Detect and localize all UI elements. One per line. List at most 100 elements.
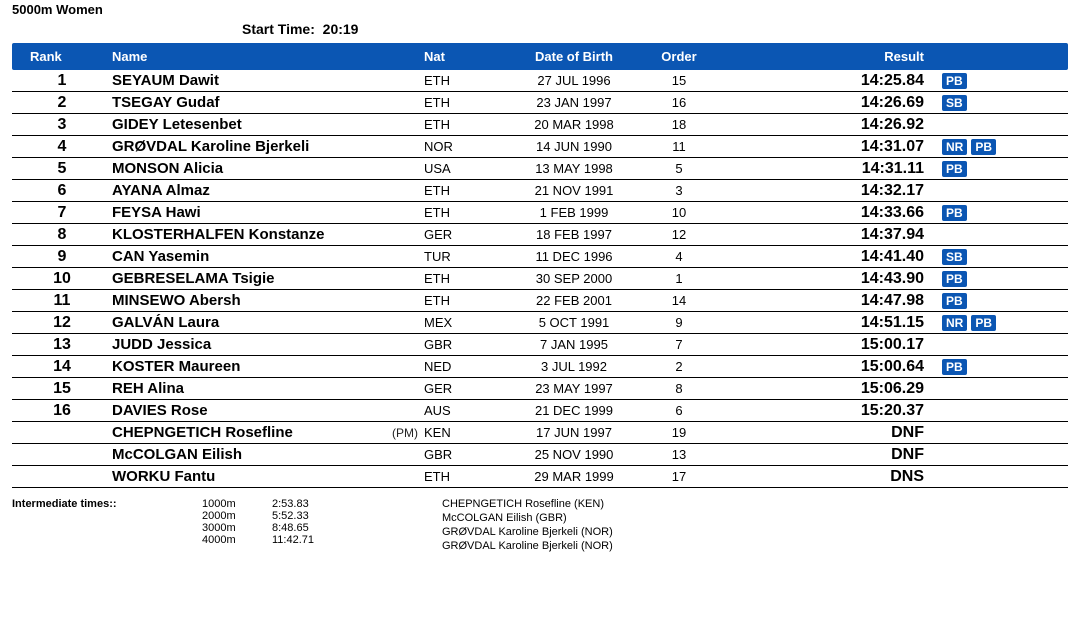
cell-rank: 16	[12, 402, 112, 420]
table-row: 13JUDD JessicaGBR7 JAN 1995715:00.17	[12, 334, 1068, 356]
cell-dob: 30 SEP 2000	[504, 271, 644, 286]
results-body: 1SEYAUM DawitETH27 JUL 19961514:25.84PB 2…	[12, 70, 1068, 488]
cell-name: KLOSTERHALFEN Konstanze	[112, 226, 392, 243]
record-badge: PB	[971, 315, 996, 331]
cell-name: McCOLGAN Eilish	[112, 446, 392, 463]
cell-nat: GER	[424, 227, 504, 242]
cell-dob: 20 MAR 1998	[504, 117, 644, 132]
cell-name: GALVÁN Laura	[112, 314, 392, 331]
cell-nat: ETH	[424, 469, 504, 484]
split-distance: 1000m	[202, 498, 272, 510]
split-row: 3000m8:48.65	[202, 522, 402, 534]
table-row: 16DAVIES RoseAUS21 DEC 1999615:20.37	[12, 400, 1068, 422]
table-row: 11MINSEWO AbershETH22 FEB 20011414:47.98…	[12, 290, 1068, 312]
col-order: Order	[644, 49, 714, 64]
cell-nat: NOR	[424, 139, 504, 154]
cell-name: GRØVDAL Karoline Bjerkeli	[112, 138, 392, 155]
cell-rank: 10	[12, 270, 112, 288]
cell-rank: 7	[12, 204, 112, 222]
cell-rank: 8	[12, 226, 112, 244]
table-row: 1SEYAUM DawitETH27 JUL 19961514:25.84PB	[12, 70, 1068, 92]
cell-order: 18	[644, 117, 714, 132]
table-row: 3GIDEY LetesenbetETH20 MAR 19981814:26.9…	[12, 114, 1068, 136]
cell-order: 3	[644, 183, 714, 198]
cell-order: 4	[644, 249, 714, 264]
cell-nat: MEX	[424, 315, 504, 330]
cell-result: 14:37.94	[714, 226, 934, 244]
split-row: 1000m2:53.83	[202, 498, 402, 510]
cell-badges: PB	[934, 293, 1054, 309]
record-badge: PB	[942, 161, 967, 177]
cell-name: DAVIES Rose	[112, 402, 392, 419]
cell-rank: 2	[12, 94, 112, 112]
cell-result: DNF	[714, 424, 934, 442]
cell-name: CHEPNGETICH Rosefline	[112, 424, 392, 441]
table-row: 5MONSON AliciaUSA13 MAY 1998514:31.11PB	[12, 158, 1068, 180]
cell-dob: 17 JUN 1997	[504, 425, 644, 440]
intermediate-times: Intermediate times:: 1000m2:53.832000m5:…	[12, 488, 1068, 554]
cell-nat: AUS	[424, 403, 504, 418]
col-result: Result	[714, 49, 934, 64]
split-time: 8:48.65	[272, 522, 352, 534]
split-distance: 4000m	[202, 534, 272, 546]
cell-name: FEYSA Hawi	[112, 204, 392, 221]
record-badge: PB	[942, 205, 967, 221]
cell-name: TSEGAY Gudaf	[112, 94, 392, 111]
cell-dob: 11 DEC 1996	[504, 249, 644, 264]
split-row: 2000m5:52.33	[202, 510, 402, 522]
cell-nat: GBR	[424, 337, 504, 352]
cell-result: 14:41.40	[714, 248, 934, 266]
cell-nat: ETH	[424, 183, 504, 198]
cell-dob: 7 JAN 1995	[504, 337, 644, 352]
record-badge: PB	[971, 139, 996, 155]
cell-badges: PB	[934, 359, 1054, 375]
cell-result: 15:00.17	[714, 336, 934, 354]
cell-name: WORKU Fantu	[112, 468, 392, 485]
table-row: 9CAN YaseminTUR11 DEC 1996414:41.40SB	[12, 246, 1068, 268]
cell-result: 14:43.90	[714, 270, 934, 288]
split-time: 11:42.71	[272, 534, 352, 546]
cell-badges: PB	[934, 271, 1054, 287]
cell-result: 15:00.64	[714, 358, 934, 376]
table-row: 6AYANA AlmazETH21 NOV 1991314:32.17	[12, 180, 1068, 202]
cell-order: 6	[644, 403, 714, 418]
split-leader: GRØVDAL Karoline Bjerkeli (NOR)	[442, 540, 613, 554]
col-nat: Nat	[424, 49, 504, 64]
cell-result: 14:51.15	[714, 314, 934, 332]
cell-nat: ETH	[424, 73, 504, 88]
record-badge: NR	[942, 139, 967, 155]
record-badge: PB	[942, 293, 967, 309]
cell-order: 8	[644, 381, 714, 396]
table-header: Rank Name Nat Date of Birth Order Result	[12, 43, 1068, 70]
cell-nat: ETH	[424, 271, 504, 286]
cell-dob: 14 JUN 1990	[504, 139, 644, 154]
cell-name: AYANA Almaz	[112, 182, 392, 199]
cell-nat: ETH	[424, 205, 504, 220]
table-row: McCOLGAN EilishGBR25 NOV 199013DNF	[12, 444, 1068, 466]
col-note	[392, 49, 424, 64]
cell-result: 14:25.84	[714, 72, 934, 90]
split-time: 5:52.33	[272, 510, 352, 522]
cell-name: MINSEWO Abersh	[112, 292, 392, 309]
table-row: 12GALVÁN LauraMEX5 OCT 1991914:51.15NRPB	[12, 312, 1068, 334]
cell-name: REH Alina	[112, 380, 392, 397]
start-time-label: Start Time:	[242, 21, 315, 37]
cell-nat: KEN	[424, 425, 504, 440]
cell-nat: GER	[424, 381, 504, 396]
cell-name: GEBRESELAMA Tsigie	[112, 270, 392, 287]
cell-name: KOSTER Maureen	[112, 358, 392, 375]
split-leader: McCOLGAN Eilish (GBR)	[442, 512, 613, 526]
table-row: 4GRØVDAL Karoline BjerkeliNOR14 JUN 1990…	[12, 136, 1068, 158]
cell-dob: 13 MAY 1998	[504, 161, 644, 176]
cell-order: 13	[644, 447, 714, 462]
cell-dob: 23 JAN 1997	[504, 95, 644, 110]
cell-badges: SB	[934, 249, 1054, 265]
cell-nat: USA	[424, 161, 504, 176]
table-row: 15REH AlinaGER23 MAY 1997815:06.29	[12, 378, 1068, 400]
cell-dob: 1 FEB 1999	[504, 205, 644, 220]
cell-result: 14:31.11	[714, 160, 934, 178]
split-distance: 2000m	[202, 510, 272, 522]
cell-rank: 9	[12, 248, 112, 266]
cell-badges: SB	[934, 95, 1054, 111]
cell-note: (PM)	[392, 426, 424, 440]
